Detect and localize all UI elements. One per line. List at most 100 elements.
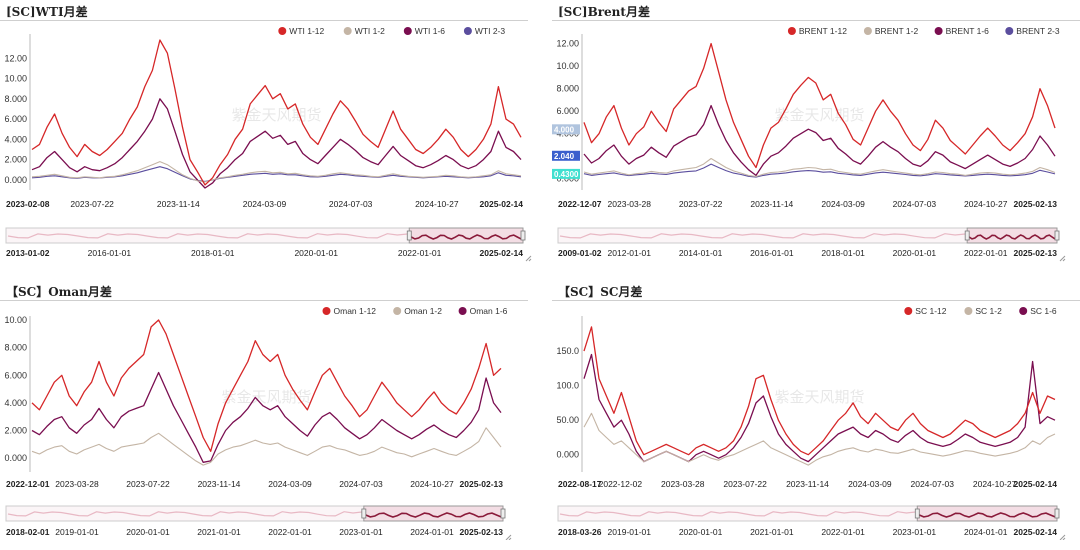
navigator-date-label: 2019-01-01 bbox=[55, 527, 99, 537]
x-date-label: 2024-03-09 bbox=[848, 479, 892, 489]
legend-label: BRENT 1-12 bbox=[799, 26, 847, 36]
navigator-date-label: 2021-01-01 bbox=[197, 527, 241, 537]
navigator-date-label: 2022-01-01 bbox=[964, 248, 1008, 258]
brent-spread-panel: [SC]Brent月差 0.0002.0004.0006.0008.00010.… bbox=[552, 0, 1080, 270]
legend-item: Oman 1-12 bbox=[322, 306, 376, 316]
y-tick-label: 10.00 bbox=[4, 315, 27, 325]
legend-marker bbox=[343, 27, 352, 35]
navigator-selected-line bbox=[968, 234, 1056, 240]
legend-label: WTI 2-3 bbox=[475, 26, 505, 36]
series-line-2 bbox=[31, 427, 502, 466]
navigator-date-label: 2018-01-01 bbox=[191, 248, 235, 258]
legend-marker bbox=[278, 27, 287, 35]
x-date-label: 2025-02-14 bbox=[1014, 479, 1058, 489]
navigator-handle-right bbox=[1054, 508, 1060, 519]
legend-marker bbox=[1019, 307, 1028, 315]
x-date-label: 2023-07-22 bbox=[679, 199, 723, 209]
wti-chart-title: [SC]WTI月差 bbox=[6, 5, 88, 19]
legend-label: SC 1-6 bbox=[1030, 306, 1057, 316]
navigator-date-label: 2009-01-02 bbox=[558, 248, 602, 258]
legend-item: SC 1-6 bbox=[1019, 306, 1057, 316]
navigator-selection bbox=[964, 227, 1060, 244]
navigator-handle-right bbox=[1054, 230, 1060, 241]
y-tick-label: 2.000 bbox=[4, 426, 27, 436]
legend-label: Oman 1-2 bbox=[404, 306, 442, 316]
watermark-text: 紫金天风期货 bbox=[774, 389, 864, 406]
wti-spread-chart: 0.000 2.000 4.000 6.000 8.000 10.00 12.00 紫金天风期… bbox=[4, 26, 532, 262]
x-date-label: 2024-07-03 bbox=[911, 479, 955, 489]
navigator-selected-line bbox=[410, 234, 522, 240]
legend: BRENT 1-12 BRENT 1-2 BRENT 1-6 BRENT 2-3 bbox=[787, 26, 1060, 36]
navigator-date-label: 2021-01-01 bbox=[750, 527, 794, 537]
value-tag-box bbox=[552, 168, 580, 179]
navigator-date-label: 2022-01-01 bbox=[821, 527, 865, 537]
navigator-date-label: 2014-01-01 bbox=[679, 248, 723, 258]
value-tag-box bbox=[552, 150, 580, 161]
resize-grip-icon bbox=[1059, 534, 1066, 540]
navigator-date-label: 2025-02-13 bbox=[460, 527, 504, 537]
brent-spread-chart: 0.0002.0004.0006.0008.00010.0012.00紫金天风期… bbox=[552, 26, 1066, 262]
navigator-handle-left bbox=[406, 230, 412, 241]
y-tick-label: 50.00 bbox=[556, 415, 579, 425]
y-tick-label: 12.00 bbox=[556, 39, 579, 49]
navigator-date-label: 2025-02-14 bbox=[480, 248, 524, 258]
navigator-series-line bbox=[559, 511, 916, 517]
y-tick-label: 6.000 bbox=[4, 370, 27, 380]
legend-item: WTI 1-12 bbox=[278, 26, 325, 36]
legend-marker bbox=[904, 307, 913, 315]
navigator-date-label: 2016-01-01 bbox=[750, 248, 794, 258]
navigator-series-line bbox=[559, 233, 966, 239]
y-tick-label: 10.00 bbox=[4, 74, 27, 84]
x-date-label: 2025-02-13 bbox=[460, 479, 504, 489]
x-date-label: 2023-07-22 bbox=[126, 479, 170, 489]
navigator-series-line bbox=[7, 511, 362, 517]
y-tick-label: 4.000 bbox=[4, 398, 27, 408]
resize-grip-icon bbox=[505, 534, 512, 540]
navigator-selection bbox=[361, 505, 506, 522]
oman-spread-chart: 0.000 2.000 4.000 6.000 8.000 10.00 紫金天风期货 Oman… bbox=[4, 306, 512, 540]
y-tick-label: 6.000 bbox=[556, 106, 579, 116]
navigator-handle-left bbox=[964, 230, 970, 241]
navigator-handle-left bbox=[361, 508, 367, 519]
legend-label: SC 1-12 bbox=[915, 306, 946, 316]
title-divider bbox=[0, 300, 528, 301]
series-line-4 bbox=[583, 163, 1056, 178]
value-tag-box bbox=[552, 124, 580, 135]
x-date-label: 2024-10-27 bbox=[415, 199, 459, 209]
legend-marker bbox=[934, 27, 943, 35]
navigator-date-label: 2018-03-26 bbox=[558, 527, 602, 537]
legend-item: Oman 1-6 bbox=[458, 306, 508, 316]
legend-item: SC 1-2 bbox=[964, 306, 1002, 316]
x-date-label: 2023-07-22 bbox=[70, 199, 114, 209]
value-tag: 2.040 bbox=[552, 150, 580, 161]
legend-item: Oman 1-2 bbox=[393, 306, 442, 316]
title-divider bbox=[552, 300, 1080, 301]
x-date-label: 2024-03-09 bbox=[821, 199, 865, 209]
legend-label: BRENT 2-3 bbox=[1016, 26, 1060, 36]
navigator-date-label: 2025-02-14 bbox=[1014, 527, 1058, 537]
y-tick-label: 6.000 bbox=[4, 114, 27, 124]
x-date-label: 2023-11-14 bbox=[198, 479, 241, 489]
brent-chart-title: [SC]Brent月差 bbox=[558, 5, 650, 19]
navigator-date-label: 2018-02-01 bbox=[6, 527, 50, 537]
series-line-1 bbox=[31, 39, 522, 186]
watermark-text: 紫金天风期货 bbox=[774, 107, 864, 124]
navigator-selected-line bbox=[365, 512, 502, 518]
title-divider bbox=[552, 20, 1080, 21]
x-date-label: 2024-07-03 bbox=[893, 199, 937, 209]
legend-label: WTI 1-6 bbox=[415, 26, 445, 36]
legend-item: BRENT 1-2 bbox=[863, 26, 918, 36]
legend-marker bbox=[403, 27, 412, 35]
legend-label: Oman 1-6 bbox=[470, 306, 508, 316]
value-tag-label: 4.000 bbox=[554, 125, 575, 134]
y-tick-label: 2.000 bbox=[4, 155, 27, 165]
y-tick-label: 4.000 bbox=[4, 134, 27, 144]
navigator-date-label: 2016-01-01 bbox=[88, 248, 132, 258]
navigator-date-label: 2025-02-13 bbox=[1014, 248, 1058, 258]
x-date-label: 2024-07-03 bbox=[339, 479, 383, 489]
navigator-date-label: 2022-01-01 bbox=[268, 527, 312, 537]
oman-chart-title: 【SC】Oman月差 bbox=[6, 285, 112, 299]
value-tag-label: 2.040 bbox=[554, 152, 575, 161]
legend-item: SC 1-12 bbox=[904, 306, 947, 316]
navigator-date-label: 2024-01-01 bbox=[964, 527, 1008, 537]
